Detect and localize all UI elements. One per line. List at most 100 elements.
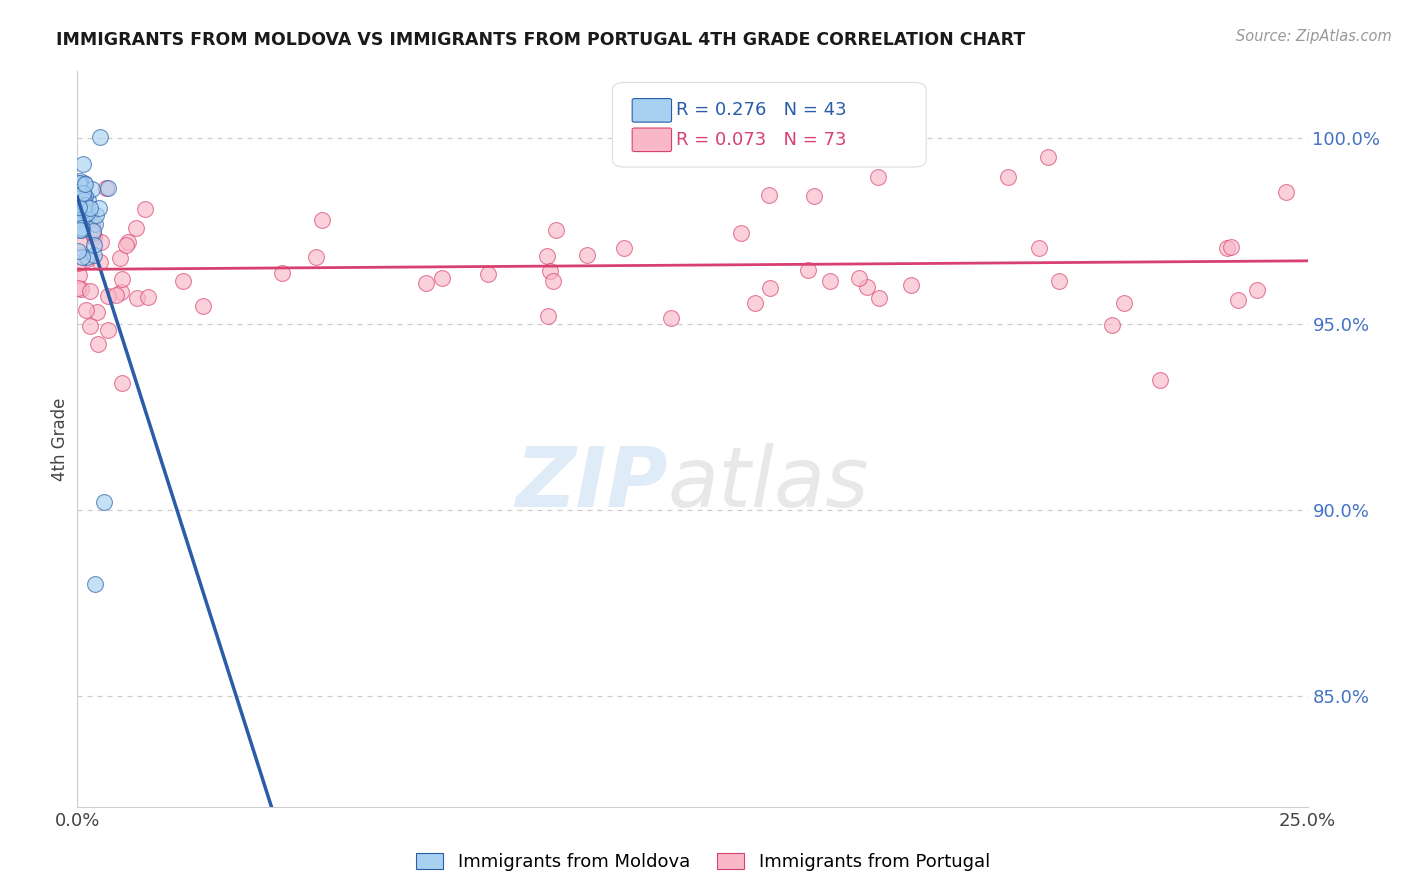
Point	[70, 220, 93, 235]
Point	[67, 176, 90, 190]
Text: R = 0.276   N = 43: R = 0.276 N = 43	[676, 102, 846, 120]
FancyBboxPatch shape	[633, 99, 672, 122]
Point	[79, 206, 101, 220]
Point	[73, 178, 96, 192]
Point	[1226, 293, 1249, 307]
Point	[1274, 185, 1296, 199]
Point	[758, 187, 780, 202]
Point	[67, 193, 90, 207]
Point	[83, 248, 105, 262]
Point	[1215, 241, 1237, 255]
Point	[134, 202, 156, 216]
Point	[744, 296, 766, 310]
Point	[89, 255, 111, 269]
Point	[537, 309, 560, 323]
Point	[73, 198, 96, 212]
Point	[82, 226, 104, 240]
Point	[67, 281, 90, 295]
Point	[72, 202, 94, 217]
Point	[69, 223, 91, 237]
Point	[868, 292, 890, 306]
Point	[848, 270, 870, 285]
Point	[541, 274, 564, 288]
Point	[125, 220, 148, 235]
Point	[855, 280, 877, 294]
Point	[868, 170, 890, 185]
Legend: Immigrants from Moldova, Immigrants from Portugal: Immigrants from Moldova, Immigrants from…	[409, 846, 997, 879]
Point	[76, 250, 98, 264]
Point	[67, 244, 90, 259]
Point	[83, 237, 105, 252]
Point	[67, 215, 90, 229]
Point	[818, 274, 841, 288]
Point	[72, 157, 94, 171]
Point	[115, 238, 138, 252]
Point	[997, 169, 1019, 184]
Point	[613, 241, 636, 255]
Point	[67, 218, 90, 232]
Point	[305, 250, 328, 264]
Point	[72, 186, 94, 200]
Point	[69, 235, 91, 250]
Point	[93, 495, 115, 509]
Point	[83, 229, 105, 244]
Point	[536, 249, 558, 263]
Point	[477, 267, 499, 281]
Text: R = 0.073   N = 73: R = 0.073 N = 73	[676, 131, 846, 149]
Text: IMMIGRANTS FROM MOLDOVA VS IMMIGRANTS FROM PORTUGAL 4TH GRADE CORRELATION CHART: IMMIGRANTS FROM MOLDOVA VS IMMIGRANTS FR…	[56, 31, 1025, 49]
Point	[67, 211, 90, 225]
Point	[136, 290, 159, 304]
Point	[76, 201, 98, 215]
Point	[111, 272, 134, 286]
Point	[1038, 150, 1060, 164]
Point	[73, 210, 96, 224]
Point	[86, 208, 108, 222]
Point	[172, 274, 194, 288]
Point	[70, 209, 93, 223]
Point	[67, 268, 90, 282]
Point	[67, 200, 90, 214]
Point	[270, 266, 292, 280]
Point	[82, 217, 104, 231]
Point	[86, 305, 108, 319]
Point	[1219, 240, 1241, 254]
Point	[432, 270, 454, 285]
Point	[79, 319, 101, 334]
Point	[538, 264, 561, 278]
Point	[79, 284, 101, 298]
Point	[66, 213, 89, 227]
Point	[67, 176, 90, 190]
Point	[796, 262, 818, 277]
Point	[77, 193, 100, 207]
Point	[104, 288, 127, 302]
Point	[94, 181, 117, 195]
Point	[110, 285, 132, 300]
Point	[89, 130, 111, 145]
Point	[1149, 373, 1171, 387]
Point	[70, 181, 93, 195]
Point	[900, 277, 922, 292]
FancyBboxPatch shape	[613, 82, 927, 167]
Point	[90, 235, 112, 250]
Point	[659, 311, 682, 326]
Point	[79, 201, 101, 215]
Point	[70, 250, 93, 264]
Point	[73, 193, 96, 207]
Point	[82, 182, 104, 196]
Point	[76, 206, 98, 220]
Text: Source: ZipAtlas.com: Source: ZipAtlas.com	[1236, 29, 1392, 44]
Point	[1101, 318, 1123, 332]
Point	[83, 577, 105, 591]
Point	[110, 252, 132, 266]
Point	[759, 281, 782, 295]
Point	[311, 213, 333, 227]
Point	[67, 196, 90, 211]
Point	[70, 221, 93, 235]
Point	[111, 376, 134, 390]
Point	[75, 302, 97, 317]
Point	[73, 189, 96, 203]
Point	[69, 282, 91, 296]
Point	[125, 291, 148, 305]
Point	[82, 224, 104, 238]
Text: atlas: atlas	[668, 443, 869, 524]
